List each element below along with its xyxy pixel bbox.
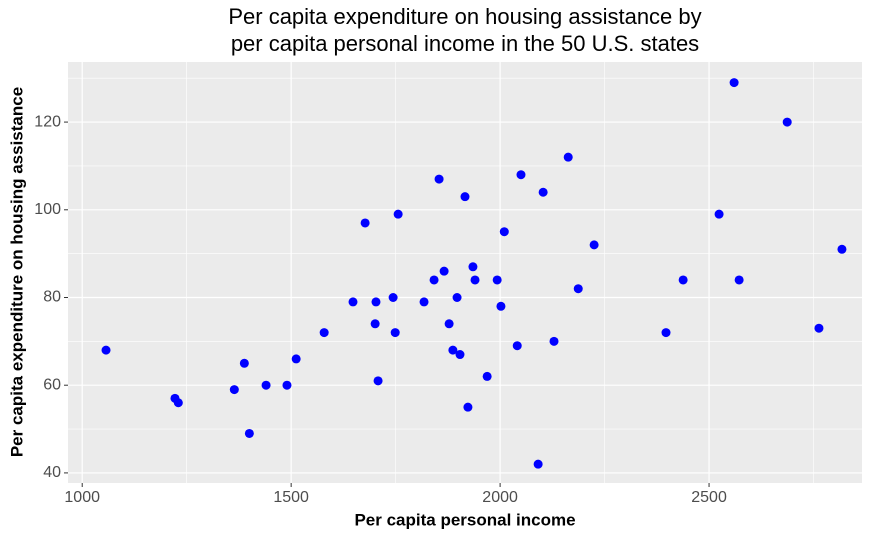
point <box>563 152 573 162</box>
point <box>173 398 183 408</box>
point <box>516 170 526 180</box>
point <box>348 297 358 307</box>
point <box>463 402 473 412</box>
x-tick-label: 1000 <box>64 489 100 506</box>
point <box>492 275 502 285</box>
y-tick-label: 60 <box>43 376 61 393</box>
point <box>814 323 824 333</box>
point <box>661 328 671 338</box>
point <box>360 218 370 228</box>
point <box>499 227 509 237</box>
point <box>291 354 301 364</box>
point <box>460 192 470 202</box>
x-axis-title: Per capita personal income <box>354 510 575 529</box>
point <box>470 275 480 285</box>
point <box>373 376 383 386</box>
panel <box>68 62 862 483</box>
x-tick-label: 2500 <box>691 489 727 506</box>
point <box>482 371 492 381</box>
y-tick-label: 40 <box>43 464 61 481</box>
point <box>239 358 249 368</box>
point <box>390 328 400 338</box>
x-tick-label: 2000 <box>482 489 518 506</box>
point <box>538 187 548 197</box>
y-tick-label: 100 <box>34 201 61 218</box>
point <box>393 209 403 219</box>
point <box>549 336 559 346</box>
point <box>589 240 599 250</box>
point <box>452 292 462 302</box>
point <box>496 301 506 311</box>
point <box>533 459 543 469</box>
point <box>282 380 292 390</box>
point <box>678 275 688 285</box>
point <box>319 328 329 338</box>
point <box>371 297 381 307</box>
chart-title: Per capita expenditure on housing assist… <box>228 4 701 29</box>
point <box>734 275 744 285</box>
point <box>244 428 254 438</box>
point <box>261 380 271 390</box>
point <box>714 209 724 219</box>
point <box>468 262 478 272</box>
point <box>837 244 847 254</box>
point <box>729 78 739 88</box>
point <box>455 350 465 360</box>
point <box>573 284 583 294</box>
point <box>419 297 429 307</box>
point <box>782 117 792 127</box>
point <box>229 385 239 395</box>
point <box>101 345 111 355</box>
point <box>434 174 444 184</box>
point <box>512 341 522 351</box>
point <box>439 266 449 276</box>
point <box>429 275 439 285</box>
point <box>388 292 398 302</box>
point <box>448 345 458 355</box>
y-axis-title: Per capita expenditure on housing assist… <box>7 87 26 457</box>
point <box>444 319 454 329</box>
y-tick-label: 80 <box>43 289 61 306</box>
x-tick-label: 1500 <box>273 489 309 506</box>
point <box>370 319 380 329</box>
chart-title: per capita personal income in the 50 U.S… <box>231 31 699 56</box>
y-tick-label: 120 <box>34 113 61 130</box>
